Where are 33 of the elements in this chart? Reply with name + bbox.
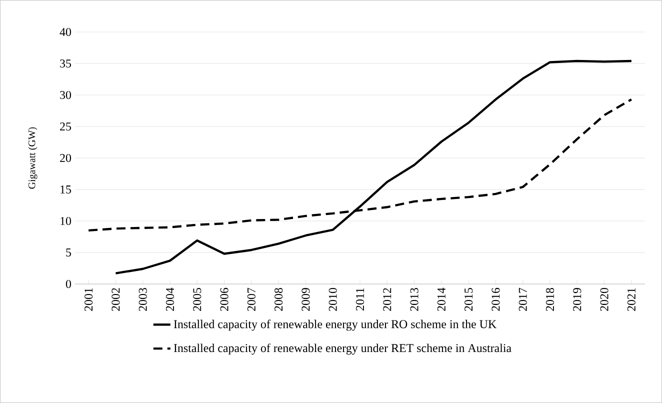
legend-label: Installed capacity of renewable energy under RET scheme in Australia <box>174 344 512 355</box>
x-tick-label: 2011 <box>356 288 364 310</box>
x-tick-label: 2015 <box>464 288 473 311</box>
y-tick-label: 10 <box>60 216 72 226</box>
x-tick-label: 2006 <box>220 288 228 311</box>
y-tick-label: 30 <box>60 90 72 100</box>
y-tick-label: 40 <box>60 28 72 36</box>
y-axis-title: Gigawatt (GW) <box>28 127 38 189</box>
x-tick-label: 2014 <box>437 288 446 311</box>
x-tick-label: 2018 <box>546 288 554 311</box>
x-tick-label: 2017 <box>518 288 527 311</box>
x-tick-label: 2001 <box>84 288 93 311</box>
legend-label: Installed capacity of renewable energy under RO scheme in the UK <box>174 320 497 331</box>
x-tick-label: 2010 <box>328 288 337 311</box>
x-tick-label: 2003 <box>138 288 147 311</box>
y-tick-label: 5 <box>66 248 72 256</box>
x-tick-label: 2004 <box>166 288 174 311</box>
y-tick-label: 15 <box>60 185 72 194</box>
x-tick-label: 2008 <box>274 288 283 311</box>
y-tick-label: 35 <box>60 59 72 68</box>
x-tick-label: 2021 <box>627 288 636 311</box>
y-tick-label: 0 <box>66 280 72 288</box>
x-tick-label: 2019 <box>573 288 582 311</box>
y-tick-label: 20 <box>60 154 72 162</box>
y-tick-label: 25 <box>60 122 72 131</box>
x-tick-label: 2002 <box>112 288 120 311</box>
x-tick-label: 2012 <box>383 288 392 311</box>
x-tick-label: 2009 <box>302 288 310 311</box>
x-tick-label: 2007 <box>247 288 256 311</box>
x-tick-label: 2013 <box>410 288 418 311</box>
x-tick-label: 2020 <box>600 288 608 311</box>
x-tick-label: 2016 <box>492 288 500 311</box>
x-tick-label: 2005 <box>193 288 202 311</box>
